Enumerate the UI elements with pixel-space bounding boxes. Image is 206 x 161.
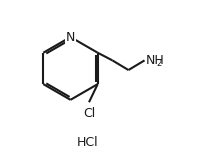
Text: NH: NH bbox=[145, 54, 163, 67]
Text: Cl: Cl bbox=[83, 107, 95, 120]
Text: 2: 2 bbox=[156, 59, 161, 68]
Text: HCl: HCl bbox=[76, 136, 98, 149]
Text: N: N bbox=[66, 31, 75, 43]
